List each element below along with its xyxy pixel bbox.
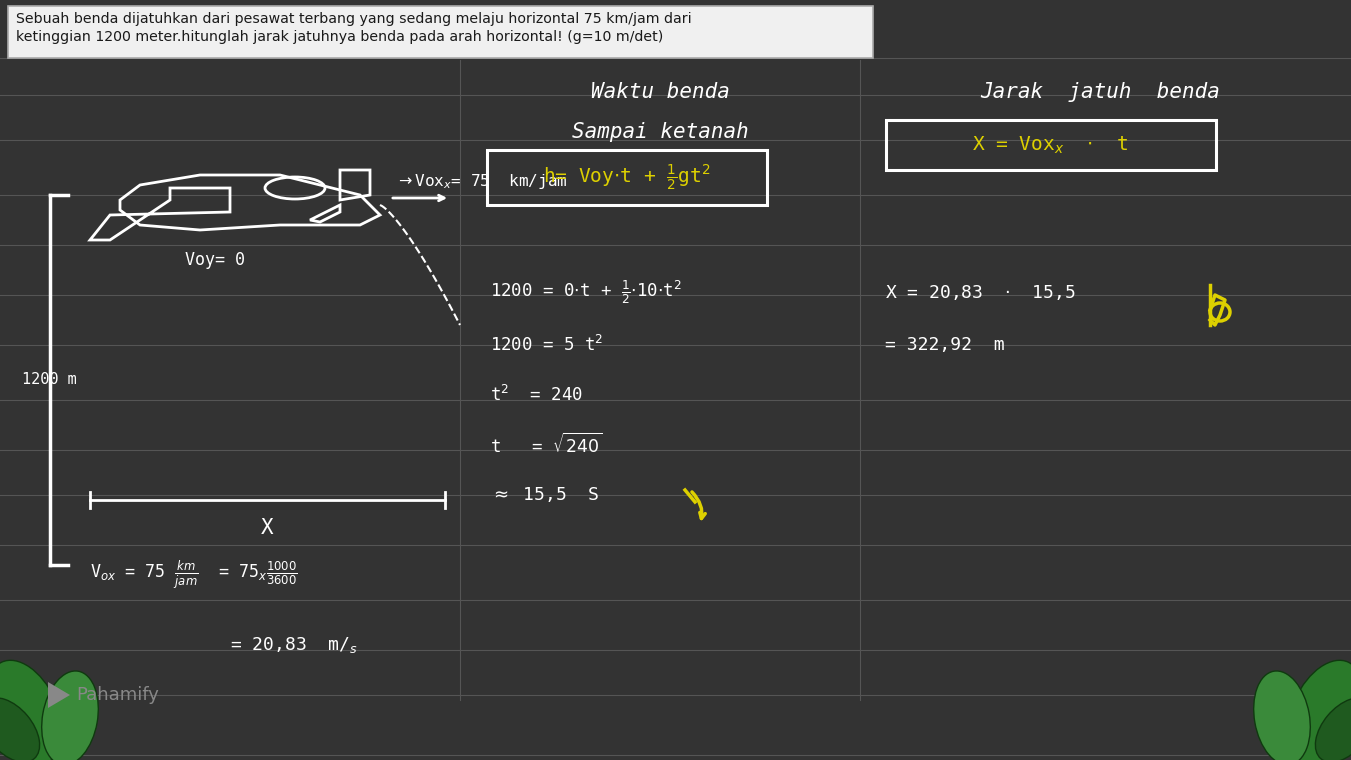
Text: t$^2$  = 240: t$^2$ = 240 — [490, 385, 582, 405]
Text: = 20,83  m/$_s$: = 20,83 m/$_s$ — [230, 635, 358, 655]
Text: t   = $\sqrt{240}$: t = $\sqrt{240}$ — [490, 433, 603, 457]
Ellipse shape — [0, 660, 62, 760]
Bar — [886, 120, 1216, 170]
Text: $\rightarrow$Vox$_x$= 75  km/jam: $\rightarrow$Vox$_x$= 75 km/jam — [394, 172, 567, 191]
Text: 1200 = 5 t$^2$: 1200 = 5 t$^2$ — [490, 335, 604, 355]
Text: = 322,92  m: = 322,92 m — [885, 336, 1005, 354]
Text: Pahamify: Pahamify — [76, 686, 159, 704]
Ellipse shape — [42, 671, 99, 760]
Text: 1200 m: 1200 m — [22, 372, 77, 388]
Text: h= Voy$\cdot$t + $\frac{1}{2}$gt$^2$: h= Voy$\cdot$t + $\frac{1}{2}$gt$^2$ — [543, 163, 711, 193]
Ellipse shape — [0, 698, 39, 760]
Text: Sampai ketanah: Sampai ketanah — [571, 122, 748, 142]
Text: $\approx$ 15,5  S: $\approx$ 15,5 S — [490, 486, 600, 505]
Polygon shape — [49, 682, 70, 708]
Text: ketinggian 1200 meter.hitunglah jarak jatuhnya benda pada arah horizontal! (g=10: ketinggian 1200 meter.hitunglah jarak ja… — [16, 30, 663, 44]
Text: Jarak  jatuh  benda: Jarak jatuh benda — [979, 82, 1220, 102]
Text: X = Vox$_x$  $\cdot$  t: X = Vox$_x$ $\cdot$ t — [971, 135, 1128, 156]
Bar — [8, 6, 873, 58]
Text: X = 20,83  $\cdot$  15,5: X = 20,83 $\cdot$ 15,5 — [885, 283, 1075, 302]
Text: X: X — [261, 518, 273, 538]
Text: Voy= 0: Voy= 0 — [185, 251, 245, 269]
Text: V$_{ox}$ = 75 $\frac{km}{jam}$  = 75$_x$$\frac{1000}{3600}$: V$_{ox}$ = 75 $\frac{km}{jam}$ = 75$_x$$… — [91, 559, 297, 591]
Ellipse shape — [1316, 698, 1351, 760]
Text: 1200 = 0$\cdot$t + $\frac{1}{2}$$\cdot$10$\cdot$t$^2$: 1200 = 0$\cdot$t + $\frac{1}{2}$$\cdot$1… — [490, 278, 682, 306]
Text: Waktu benda: Waktu benda — [590, 82, 730, 102]
Ellipse shape — [1254, 671, 1310, 760]
Ellipse shape — [1288, 660, 1351, 760]
Bar — [486, 150, 767, 205]
Text: Sebuah benda dijatuhkan dari pesawat terbang yang sedang melaju horizontal 75 km: Sebuah benda dijatuhkan dari pesawat ter… — [16, 12, 692, 26]
